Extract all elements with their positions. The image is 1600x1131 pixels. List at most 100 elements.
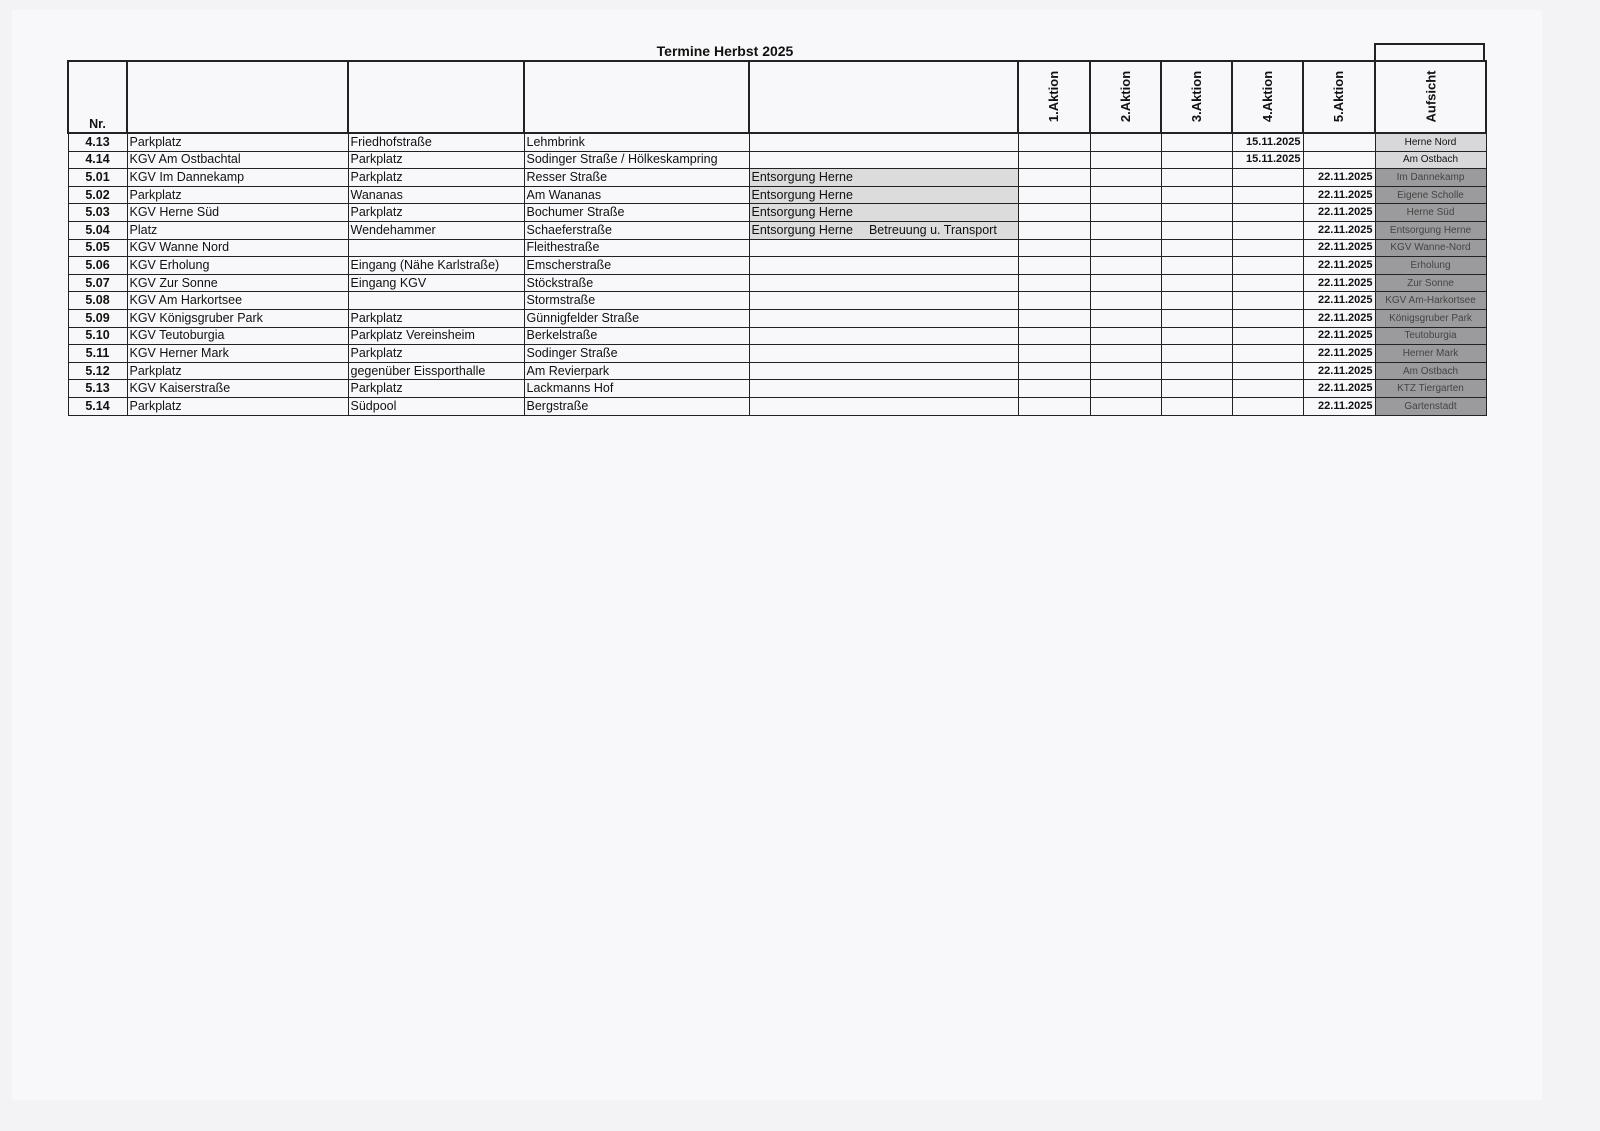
header-ort bbox=[347, 60, 525, 134]
cell-aktion-1 bbox=[1017, 220, 1091, 240]
cell-strasse: Bergstraße bbox=[523, 396, 750, 416]
table-row: 5.02 Parkplatz Wananas Am Wananas Entsorgung… bbox=[67, 185, 1487, 205]
cell-nr: 5.11 bbox=[67, 344, 128, 363]
cell-aktion-2 bbox=[1089, 396, 1162, 416]
cell-info bbox=[748, 344, 1019, 363]
cell-name: KGV Königsgruber Park bbox=[126, 308, 349, 328]
cell-aktion-2 bbox=[1089, 326, 1162, 346]
cell-aktion-5: 22.11.2025 bbox=[1302, 203, 1376, 222]
table-row: 5.03 KGV Herne Süd Parkplatz Bochumer Straß… bbox=[67, 203, 1487, 222]
cell-aktion-2 bbox=[1089, 361, 1162, 381]
cell-aktion-1 bbox=[1017, 273, 1091, 293]
cell-nr: 5.07 bbox=[67, 273, 128, 293]
cell-aufsicht: Am Ostbach bbox=[1374, 361, 1487, 381]
cell-aktion-4 bbox=[1231, 220, 1304, 240]
table-row: 4.14 KGV Am Ostbachtal Parkplatz Sodinger S… bbox=[67, 150, 1487, 170]
cell-aktion-2 bbox=[1089, 168, 1162, 187]
cell-aufsicht: KGV Wanne-Nord bbox=[1374, 238, 1487, 258]
cell-nr: 5.02 bbox=[67, 185, 128, 205]
cell-info bbox=[748, 379, 1019, 398]
cell-name: KGV Herner Mark bbox=[126, 344, 349, 363]
cell-aktion-2 bbox=[1089, 185, 1162, 205]
cell-aufsicht: KGV Am-Harkortsee bbox=[1374, 291, 1487, 310]
header-strasse bbox=[523, 60, 750, 134]
cell-aktion-4 bbox=[1231, 326, 1304, 346]
cell-strasse: Am Revierpark bbox=[523, 361, 750, 381]
cell-info bbox=[748, 291, 1019, 310]
cell-strasse: Emscherstraße bbox=[523, 256, 750, 275]
table-row: 5.09 KGV Königsgruber Park Parkplatz Günnig… bbox=[67, 308, 1487, 328]
cell-nr: 5.13 bbox=[67, 379, 128, 398]
cell-name: KGV Im Dannekamp bbox=[126, 168, 349, 187]
cell-aktion-2 bbox=[1089, 132, 1162, 152]
cell-aktion-3 bbox=[1160, 308, 1233, 328]
cell-strasse: Lehmbrink bbox=[523, 132, 750, 152]
cell-aufsicht: Teutoburgia bbox=[1374, 326, 1487, 346]
cell-aktion-3 bbox=[1160, 185, 1233, 205]
cell-ort: Friedhofstraße bbox=[347, 132, 525, 152]
cell-ort: Parkplatz bbox=[347, 203, 525, 222]
cell-aktion-2 bbox=[1089, 273, 1162, 293]
cell-nr: 5.09 bbox=[67, 308, 128, 328]
cell-ort: Wendehammer bbox=[347, 220, 525, 240]
cell-info bbox=[748, 273, 1019, 293]
cell-aktion-3 bbox=[1160, 326, 1233, 346]
info-extra: Betreuung u. Transport bbox=[868, 222, 997, 237]
cell-aufsicht: Herne Süd bbox=[1374, 203, 1487, 222]
cell-aufsicht: Eigene Scholle bbox=[1374, 185, 1487, 205]
cell-nr: 5.06 bbox=[67, 256, 128, 275]
cell-nr: 4.13 bbox=[67, 132, 128, 152]
cell-aktion-5: 22.11.2025 bbox=[1302, 396, 1376, 416]
cell-aktion-1 bbox=[1017, 291, 1091, 310]
table-row: 5.11 KGV Herner Mark Parkplatz Sodinger Str… bbox=[67, 344, 1487, 363]
cell-name: Parkplatz bbox=[126, 361, 349, 381]
aufsicht-header-box bbox=[1374, 43, 1485, 61]
cell-ort: Parkplatz bbox=[347, 308, 525, 328]
cell-info: Entsorgung Herne bbox=[748, 185, 1019, 205]
cell-aktion-1 bbox=[1017, 396, 1091, 416]
cell-name: Platz bbox=[126, 220, 349, 240]
cell-aktion-4 bbox=[1231, 203, 1304, 222]
cell-aktion-3 bbox=[1160, 256, 1233, 275]
cell-ort: Eingang KGV bbox=[347, 273, 525, 293]
cell-nr: 5.05 bbox=[67, 238, 128, 258]
table-row: 5.05 KGV Wanne Nord Fleithestraße 22.11.202… bbox=[67, 238, 1487, 258]
cell-aufsicht: Gartenstadt bbox=[1374, 396, 1487, 416]
cell-strasse: Fleithestraße bbox=[523, 238, 750, 258]
cell-nr: 5.12 bbox=[67, 361, 128, 381]
cell-strasse: Sodinger Straße / Hölkeskampring bbox=[523, 150, 750, 170]
cell-aktion-3 bbox=[1160, 379, 1233, 398]
cell-aktion-2 bbox=[1089, 291, 1162, 310]
table-row: 5.12 Parkplatz gegenüber Eissporthalle Am R… bbox=[67, 361, 1487, 381]
table-row: 5.10 KGV Teutoburgia Parkplatz Vereinsheim… bbox=[67, 326, 1487, 346]
cell-aktion-5: 22.11.2025 bbox=[1302, 185, 1376, 205]
info-text: Entsorgung Herne bbox=[751, 222, 853, 237]
header-aktion-4: 4.Aktion bbox=[1231, 60, 1304, 134]
cell-strasse: Bochumer Straße bbox=[523, 203, 750, 222]
cell-aktion-5: 22.11.2025 bbox=[1302, 344, 1376, 363]
cell-aufsicht: Königsgruber Park bbox=[1374, 308, 1487, 328]
cell-name: KGV Am Ostbachtal bbox=[126, 150, 349, 170]
cell-info: Entsorgung Herne Betreuung u. Transport bbox=[748, 220, 1019, 240]
cell-nr: 5.08 bbox=[67, 291, 128, 310]
cell-info bbox=[748, 308, 1019, 328]
cell-info: Entsorgung Herne bbox=[748, 203, 1019, 222]
cell-name: KGV Herne Süd bbox=[126, 203, 349, 222]
cell-aktion-1 bbox=[1017, 344, 1091, 363]
cell-info bbox=[748, 132, 1019, 152]
table-row: 5.06 KGV Erholung Eingang (Nähe Karlstraße… bbox=[67, 256, 1487, 275]
cell-info bbox=[748, 256, 1019, 275]
cell-aktion-5 bbox=[1302, 150, 1376, 170]
cell-aktion-3 bbox=[1160, 220, 1233, 240]
cell-aktion-1 bbox=[1017, 185, 1091, 205]
cell-ort: Eingang (Nähe Karlstraße) bbox=[347, 256, 525, 275]
cell-aktion-5: 22.11.2025 bbox=[1302, 273, 1376, 293]
cell-ort: Parkplatz bbox=[347, 344, 525, 363]
cell-strasse: Resser Straße bbox=[523, 168, 750, 187]
cell-strasse: Am Wananas bbox=[523, 185, 750, 205]
cell-strasse: Lackmanns Hof bbox=[523, 379, 750, 398]
cell-aktion-3 bbox=[1160, 168, 1233, 187]
table-row: 5.04 Platz Wendehammer Schaeferstraße Entsor… bbox=[67, 220, 1487, 240]
cell-nr: 4.14 bbox=[67, 150, 128, 170]
cell-name: KGV Kaiserstraße bbox=[126, 379, 349, 398]
